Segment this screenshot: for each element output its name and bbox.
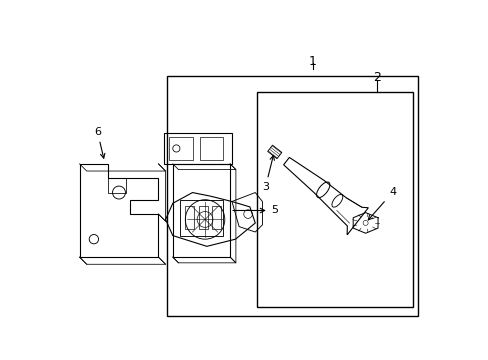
Bar <box>167 76 418 316</box>
Bar <box>169 137 192 160</box>
Bar <box>185 206 194 229</box>
Text: 6: 6 <box>94 127 104 158</box>
Text: 3: 3 <box>262 156 274 193</box>
Bar <box>211 206 221 229</box>
Bar <box>257 92 412 307</box>
Bar <box>199 137 223 160</box>
Text: 4: 4 <box>367 188 395 220</box>
Text: 1: 1 <box>308 55 316 68</box>
Text: 5: 5 <box>232 206 278 216</box>
Bar <box>198 206 207 229</box>
Text: 2: 2 <box>372 71 380 84</box>
